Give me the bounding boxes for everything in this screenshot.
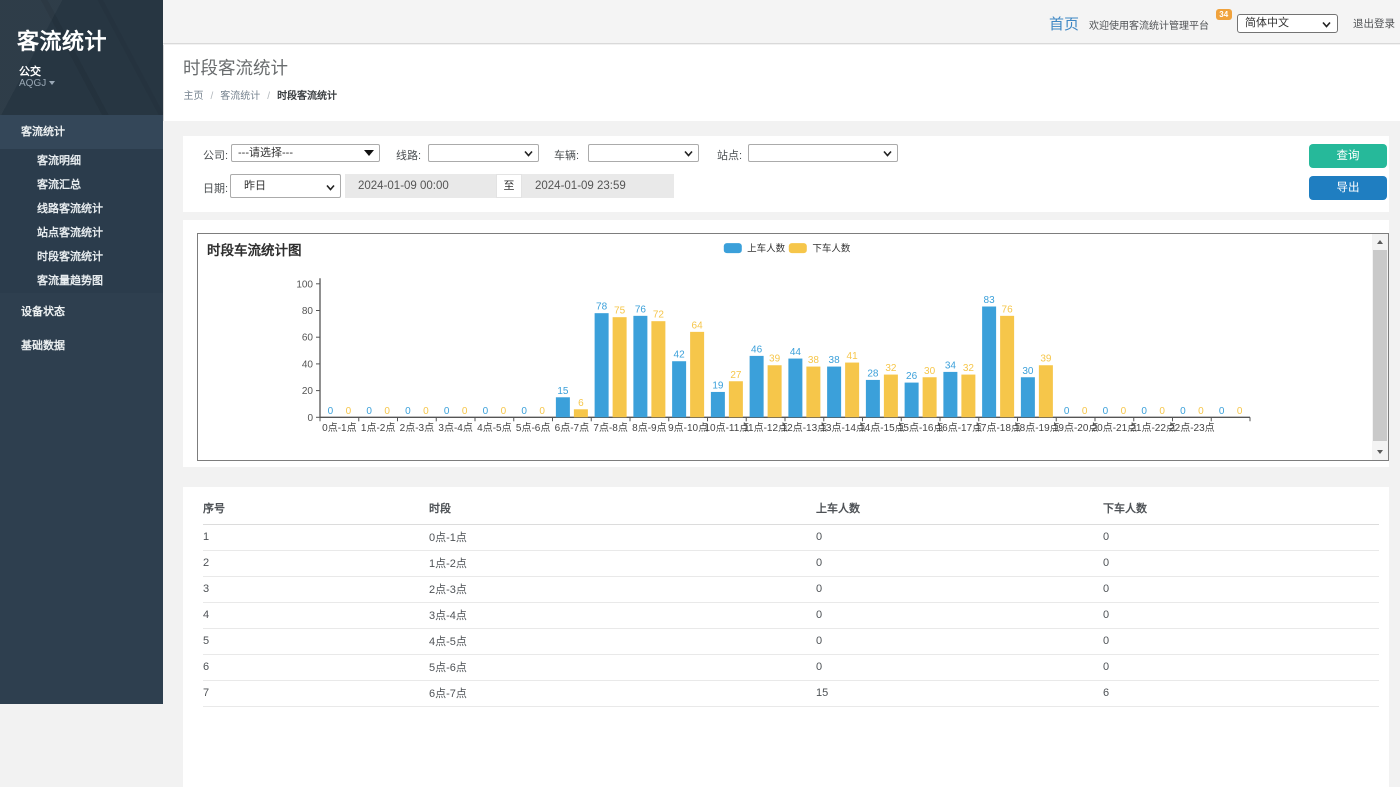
svg-text:6点-7点: 6点-7点 — [555, 422, 589, 434]
svg-text:0: 0 — [1121, 406, 1127, 417]
svg-text:100: 100 — [296, 279, 313, 290]
svg-text:20点-21点: 20点-21点 — [1092, 422, 1138, 434]
svg-text:64: 64 — [692, 320, 704, 331]
svg-text:3点-4点: 3点-4点 — [438, 422, 472, 434]
svg-text:76: 76 — [635, 304, 647, 315]
svg-text:28: 28 — [867, 368, 879, 379]
svg-text:0: 0 — [1082, 406, 1088, 417]
svg-text:72: 72 — [653, 310, 665, 321]
svg-text:0点-1点: 0点-1点 — [322, 422, 356, 434]
svg-text:0: 0 — [307, 413, 313, 424]
svg-text:0: 0 — [539, 406, 545, 417]
svg-text:15: 15 — [557, 386, 569, 397]
svg-text:19: 19 — [712, 380, 724, 391]
svg-text:16点-17点: 16点-17点 — [937, 422, 983, 434]
svg-text:0: 0 — [1180, 406, 1186, 417]
svg-text:26: 26 — [906, 371, 918, 382]
svg-text:5点-6点: 5点-6点 — [516, 422, 550, 434]
svg-text:80: 80 — [302, 306, 314, 317]
svg-text:40: 40 — [302, 359, 314, 370]
svg-text:0: 0 — [384, 406, 390, 417]
svg-text:21点-22点: 21点-22点 — [1130, 422, 1176, 434]
svg-text:20: 20 — [302, 386, 314, 397]
svg-text:0: 0 — [521, 406, 527, 417]
svg-text:11点-12点: 11点-12点 — [743, 422, 788, 434]
svg-text:17点-18点: 17点-18点 — [975, 422, 1021, 434]
svg-text:0: 0 — [405, 406, 411, 417]
svg-text:1点-2点: 1点-2点 — [361, 422, 395, 434]
svg-text:0: 0 — [1219, 406, 1225, 417]
svg-text:22点-23点: 22点-23点 — [1169, 422, 1215, 434]
svg-text:38: 38 — [829, 355, 841, 366]
svg-text:30: 30 — [1022, 366, 1034, 377]
svg-text:0: 0 — [1064, 406, 1070, 417]
svg-text:4点-5点: 4点-5点 — [477, 422, 511, 434]
svg-text:0: 0 — [1103, 406, 1109, 417]
svg-text:60: 60 — [302, 333, 314, 344]
svg-text:0: 0 — [346, 406, 352, 417]
svg-text:44: 44 — [790, 347, 802, 358]
svg-text:76: 76 — [1002, 304, 1014, 315]
svg-text:0: 0 — [1237, 406, 1243, 417]
svg-text:34: 34 — [945, 360, 957, 371]
svg-text:32: 32 — [885, 363, 897, 374]
svg-text:0: 0 — [501, 406, 507, 417]
svg-text:42: 42 — [674, 350, 686, 361]
svg-text:0: 0 — [328, 406, 334, 417]
svg-text:30: 30 — [924, 366, 936, 377]
svg-text:78: 78 — [596, 302, 608, 313]
svg-text:10点-11点: 10点-11点 — [704, 422, 749, 434]
svg-text:18点-19点: 18点-19点 — [1014, 422, 1060, 434]
svg-text:0: 0 — [366, 406, 372, 417]
svg-text:83: 83 — [984, 295, 996, 306]
svg-text:0: 0 — [462, 406, 468, 417]
svg-text:39: 39 — [1040, 354, 1052, 365]
svg-text:6: 6 — [578, 398, 584, 409]
svg-text:13点-14点: 13点-14点 — [820, 422, 866, 434]
svg-text:12点-13点: 12点-13点 — [782, 422, 828, 434]
svg-text:27: 27 — [730, 370, 742, 381]
svg-text:38: 38 — [808, 355, 820, 366]
svg-text:39: 39 — [769, 354, 781, 365]
svg-text:0: 0 — [483, 406, 489, 417]
svg-text:0: 0 — [1141, 406, 1147, 417]
svg-text:7点-8点: 7点-8点 — [593, 422, 627, 434]
svg-text:9点-10点: 9点-10点 — [668, 422, 708, 434]
svg-text:0: 0 — [444, 406, 450, 417]
svg-text:上车人数: 上车人数 — [747, 243, 786, 255]
svg-text:0: 0 — [1198, 406, 1204, 417]
svg-text:2点-3点: 2点-3点 — [400, 422, 434, 434]
svg-text:下车人数: 下车人数 — [812, 243, 851, 255]
svg-text:75: 75 — [614, 306, 626, 317]
svg-text:32: 32 — [963, 363, 975, 374]
svg-text:8点-9点: 8点-9点 — [632, 422, 666, 434]
svg-text:14点-15点: 14点-15点 — [859, 422, 905, 434]
svg-text:19点-20点: 19点-20点 — [1053, 422, 1099, 434]
svg-text:15点-16点: 15点-16点 — [898, 422, 944, 434]
svg-text:0: 0 — [1159, 406, 1165, 417]
svg-text:46: 46 — [751, 344, 763, 355]
svg-text:41: 41 — [847, 351, 859, 362]
svg-text:0: 0 — [423, 406, 429, 417]
